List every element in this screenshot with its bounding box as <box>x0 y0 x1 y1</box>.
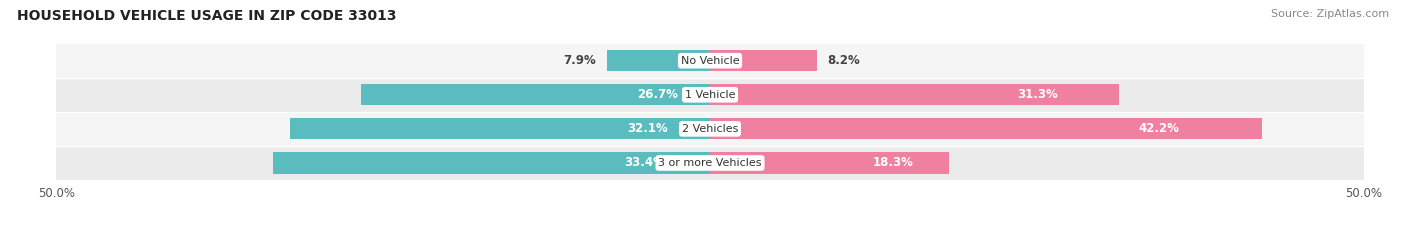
Bar <box>607 50 710 71</box>
Bar <box>710 152 949 174</box>
Bar <box>56 78 1364 112</box>
Bar <box>361 84 710 105</box>
Text: 32.1%: 32.1% <box>627 122 668 135</box>
Bar <box>710 50 817 71</box>
Text: 42.2%: 42.2% <box>1139 122 1180 135</box>
Text: HOUSEHOLD VEHICLE USAGE IN ZIP CODE 33013: HOUSEHOLD VEHICLE USAGE IN ZIP CODE 3301… <box>17 9 396 23</box>
Text: 2 Vehicles: 2 Vehicles <box>682 124 738 134</box>
Text: 8.2%: 8.2% <box>828 54 860 67</box>
Bar <box>273 152 710 174</box>
Bar <box>710 118 1261 140</box>
Text: No Vehicle: No Vehicle <box>681 56 740 66</box>
Text: 7.9%: 7.9% <box>564 54 596 67</box>
Bar <box>56 146 1364 180</box>
Text: 31.3%: 31.3% <box>1017 88 1057 101</box>
Bar <box>710 84 1119 105</box>
Text: 3 or more Vehicles: 3 or more Vehicles <box>658 158 762 168</box>
Text: 1 Vehicle: 1 Vehicle <box>685 90 735 100</box>
Text: 26.7%: 26.7% <box>637 88 678 101</box>
Bar <box>290 118 710 140</box>
Text: Source: ZipAtlas.com: Source: ZipAtlas.com <box>1271 9 1389 19</box>
Bar <box>56 44 1364 78</box>
Text: 18.3%: 18.3% <box>873 157 914 169</box>
Legend: Owner-occupied, Renter-occupied: Owner-occupied, Renter-occupied <box>586 230 834 233</box>
Text: 33.4%: 33.4% <box>624 157 665 169</box>
Bar <box>56 112 1364 146</box>
